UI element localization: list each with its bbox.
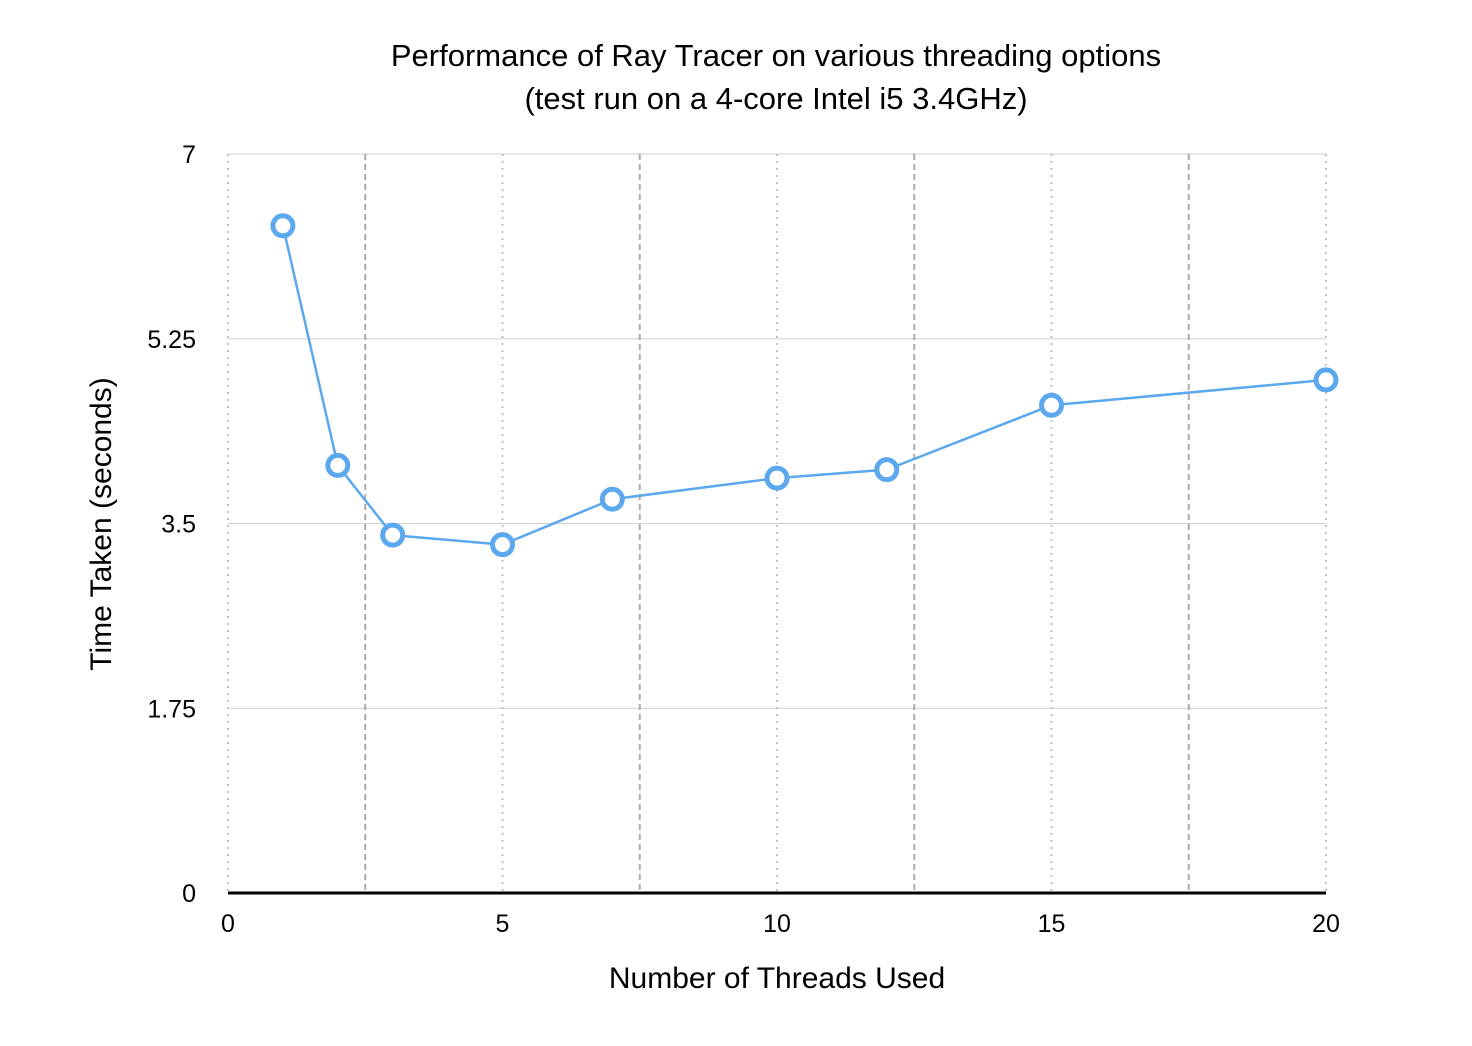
data-point [764, 465, 790, 491]
chart-subtitle: (test run on a 4-core Intel i5 3.4GHz) [524, 81, 1027, 116]
data-point [380, 522, 406, 548]
y-tick-label: 7 [182, 141, 196, 169]
y-tick-label: 0 [182, 880, 196, 908]
x-tick-label: 15 [1038, 910, 1066, 938]
y-tick-label: 1.75 [147, 695, 196, 723]
chart-title: Performance of Ray Tracer on various thr… [391, 38, 1161, 73]
x-axis-title: Number of Threads Used [609, 962, 945, 995]
y-tick-label: 3.5 [161, 511, 196, 539]
data-point [1039, 392, 1064, 418]
data-point [1313, 367, 1339, 393]
grid-lines [227, 153, 1327, 893]
series-line [281, 225, 1327, 546]
x-tick-label: 20 [1312, 910, 1340, 938]
y-axis-title: Time Taken (seconds) [85, 377, 118, 670]
data-point [490, 532, 515, 558]
x-tick-label: 0 [221, 910, 235, 938]
x-tick-label: 5 [496, 910, 510, 938]
data-point [874, 457, 900, 483]
data-point [270, 213, 296, 239]
x-tick-label: 10 [763, 910, 791, 938]
y-tick-label: 5.25 [147, 326, 196, 354]
series-layer [270, 213, 1339, 558]
data-point [599, 486, 625, 512]
data-point [325, 452, 351, 478]
tick-labels: 0 1.75 3.5 5.25 7 0 5 10 15 20 [147, 141, 1340, 938]
